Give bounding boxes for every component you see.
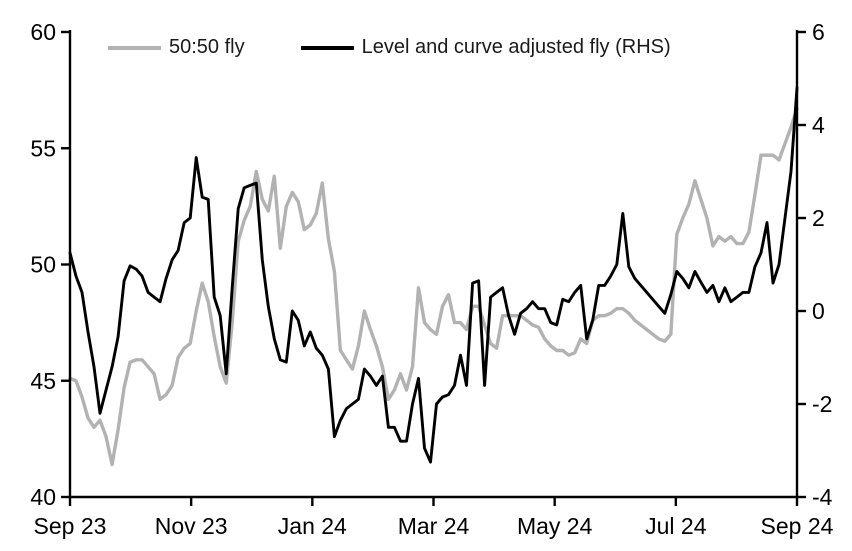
legend-item-5050-fly: 50:50 fly: [108, 36, 245, 59]
left-axis-tick-label: 50: [30, 252, 56, 278]
left-axis-tick-label: 40: [30, 484, 56, 510]
legend-item-adjusted-fly: Level and curve adjusted fly (RHS): [300, 36, 671, 59]
x-axis-tick-label: Mar 24: [398, 513, 470, 539]
right-axis-tick-label: 6: [812, 19, 825, 45]
left-axis-tick-label: 55: [30, 135, 56, 161]
black-line-swatch: [300, 45, 354, 50]
x-axis-tick-label: Sep 23: [34, 513, 107, 539]
right-axis-tick-label: -4: [812, 484, 833, 510]
right-axis-tick-label: -2: [812, 391, 832, 417]
legend-label-adjusted-fly: Level and curve adjusted fly (RHS): [361, 36, 671, 58]
series-line-adjusted-fly: [68, 86, 799, 464]
gray-line-swatch: [108, 45, 161, 50]
legend-label-5050-fly: 50:50 fly: [169, 36, 245, 58]
left-axis-tick-label: 45: [30, 368, 56, 394]
x-axis-tick-label: Sep 24: [761, 513, 834, 539]
series-line-5050-fly: [68, 106, 799, 467]
x-axis-tick-label: May 24: [517, 513, 593, 539]
x-axis-tick-label: Jan 24: [278, 513, 347, 539]
chart-legend: 50:50 fly Level and curve adjusted fly (…: [108, 36, 671, 59]
left-axis-tick-label: 60: [30, 19, 56, 45]
right-axis-tick-label: 0: [812, 298, 825, 324]
right-axis-tick-label: 2: [812, 205, 825, 231]
right-axis-tick-label: 4: [812, 112, 825, 138]
x-axis-tick-label: Jul 24: [645, 513, 707, 539]
x-axis-tick-label: Nov 23: [155, 513, 228, 539]
